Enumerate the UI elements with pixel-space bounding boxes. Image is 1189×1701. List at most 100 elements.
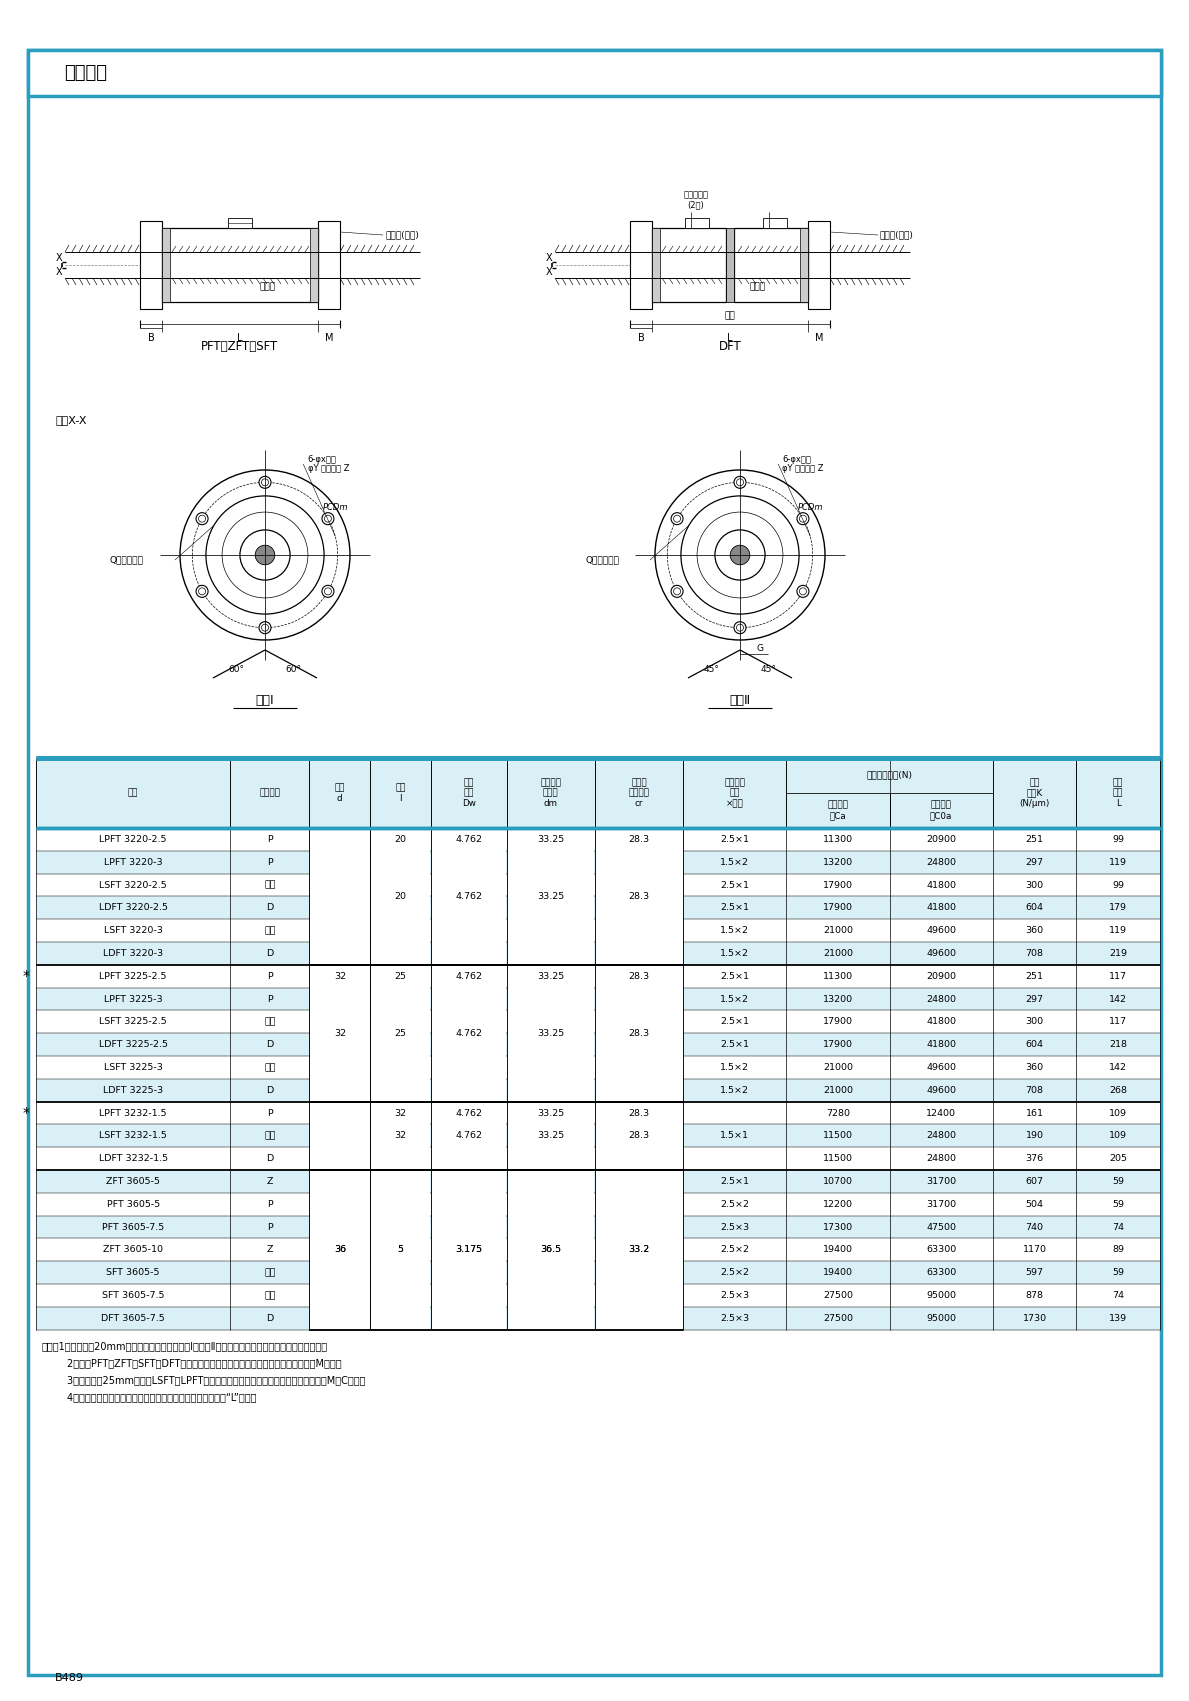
Bar [596, 1102, 682, 1170]
Text: 33.2: 33.2 [628, 1245, 649, 1254]
Text: 圆形Ⅰ: 圆形Ⅰ [256, 694, 275, 706]
Text: 4.762: 4.762 [455, 835, 483, 844]
Text: 36.5: 36.5 [540, 1245, 561, 1254]
Text: 4.762: 4.762 [455, 971, 483, 981]
Text: 1.5×2: 1.5×2 [721, 1085, 749, 1095]
Text: ZFT 3605-5: ZFT 3605-5 [106, 1177, 161, 1186]
Circle shape [797, 585, 809, 597]
Text: 28.3: 28.3 [629, 835, 649, 844]
Text: P: P [268, 857, 272, 868]
Bar [36, 1033, 1160, 1056]
Text: 2.5×3: 2.5×3 [721, 1291, 749, 1300]
Text: LSFT 3225-3: LSFT 3225-3 [103, 1063, 163, 1072]
Text: 6-φx通孔: 6-φx通孔 [782, 456, 811, 464]
Text: 2.5×1: 2.5×1 [721, 971, 749, 981]
Text: 297: 297 [1026, 857, 1044, 868]
Text: 1170: 1170 [1023, 1245, 1046, 1254]
Text: 119: 119 [1109, 925, 1127, 936]
Text: 32: 32 [395, 1131, 407, 1140]
Bar [228, 218, 252, 228]
Text: 205: 205 [1109, 1153, 1127, 1163]
Text: 螺纹轴
底槽直径
cr: 螺纹轴 底槽直径 cr [629, 777, 649, 808]
Text: 708: 708 [1026, 1085, 1044, 1095]
Circle shape [259, 621, 271, 634]
Bar [36, 1260, 1160, 1284]
Bar [36, 942, 1160, 964]
Text: 间隙: 间隙 [264, 1269, 276, 1277]
Text: 117: 117 [1109, 1017, 1127, 1026]
Bar [685, 218, 709, 228]
Bar [317, 221, 340, 310]
Text: 2.5×2: 2.5×2 [721, 1245, 749, 1254]
Text: 32: 32 [334, 1029, 346, 1038]
Text: 190: 190 [1026, 1131, 1044, 1140]
Bar [36, 1146, 1160, 1170]
Text: P: P [268, 971, 272, 981]
Text: 33.25: 33.25 [537, 1131, 565, 1140]
Text: φY 沉孔深度 Z: φY 沉孔深度 Z [782, 464, 824, 473]
Text: 161: 161 [1026, 1109, 1044, 1118]
Text: 20900: 20900 [926, 835, 956, 844]
Text: X: X [56, 253, 62, 264]
Bar [36, 896, 1160, 919]
Bar [652, 228, 726, 303]
Text: 597: 597 [1026, 1269, 1044, 1277]
Text: 604: 604 [1026, 903, 1044, 912]
Bar [310, 228, 317, 303]
Text: 21000: 21000 [823, 925, 853, 936]
Circle shape [180, 469, 350, 640]
Text: 33.25: 33.25 [537, 971, 565, 981]
Text: B: B [637, 333, 644, 344]
Bar [36, 988, 1160, 1010]
Text: 间隙: 间隙 [264, 881, 276, 890]
Text: 109: 109 [1109, 1109, 1127, 1118]
Bar [36, 1306, 1160, 1330]
Text: 45°: 45° [761, 665, 776, 674]
Bar [140, 221, 162, 310]
Text: 60°: 60° [228, 665, 245, 674]
Text: 59: 59 [1112, 1269, 1125, 1277]
Circle shape [734, 476, 746, 488]
Text: Q（注油孔）: Q（注油孔） [111, 556, 144, 565]
Bar [36, 1170, 1160, 1192]
Text: 33.25: 33.25 [537, 891, 565, 902]
Text: *: * [23, 970, 30, 983]
Text: 间隙: 间隙 [264, 1017, 276, 1026]
Text: *: * [23, 1106, 30, 1119]
Text: 滚珠间距
圆直径
dm: 滚珠间距 圆直径 dm [541, 777, 561, 808]
Text: M: M [814, 333, 823, 344]
Bar [763, 218, 787, 228]
Bar [993, 759, 1076, 828]
Text: 备注：1．轴外径在20mm以上的法兰盘形状为圆形Ⅰ和圆形Ⅱ，请根据螺母安装部的空间选定所需型号。: 备注：1．轴外径在20mm以上的法兰盘形状为圆形Ⅰ和圆形Ⅱ，请根据螺母安装部的空… [42, 1342, 328, 1352]
Bar [310, 964, 370, 1101]
Text: 708: 708 [1026, 949, 1044, 958]
Text: 11300: 11300 [823, 835, 853, 844]
Text: 251: 251 [1026, 835, 1044, 844]
Text: 59: 59 [1112, 1177, 1125, 1186]
Bar [36, 759, 1160, 828]
Bar [508, 964, 594, 1101]
Text: 300: 300 [1026, 881, 1044, 890]
Text: 32: 32 [334, 971, 346, 981]
Bar [508, 828, 594, 964]
Text: 2.5×1: 2.5×1 [721, 1017, 749, 1026]
Text: 95000: 95000 [926, 1313, 956, 1323]
Text: 21000: 21000 [823, 1085, 853, 1095]
Circle shape [196, 585, 208, 597]
Bar [432, 828, 507, 964]
Text: PFT 3605-7.5: PFT 3605-7.5 [102, 1223, 164, 1232]
Text: LDFT 3225-3: LDFT 3225-3 [103, 1085, 163, 1095]
Text: 5: 5 [397, 1245, 403, 1254]
Bar [432, 1102, 507, 1170]
Text: 2．对于PFT、ZFT、SFT、DFT型号，没有密封时，螺母的长度与带密封相比，只有M变短。: 2．对于PFT、ZFT、SFT、DFT型号，没有密封时，螺母的长度与带密封相比，… [42, 1359, 341, 1369]
Text: 60°: 60° [285, 665, 302, 674]
Text: φY 沉孔深度 Z: φY 沉孔深度 Z [308, 464, 350, 473]
Text: 20: 20 [395, 891, 407, 902]
Text: 41800: 41800 [926, 1017, 956, 1026]
Circle shape [240, 531, 290, 580]
Text: 17900: 17900 [823, 1039, 853, 1050]
Text: LPFT 3225-3: LPFT 3225-3 [103, 995, 163, 1004]
Circle shape [199, 515, 206, 522]
Text: L: L [728, 333, 732, 344]
Text: 99: 99 [1112, 881, 1125, 890]
